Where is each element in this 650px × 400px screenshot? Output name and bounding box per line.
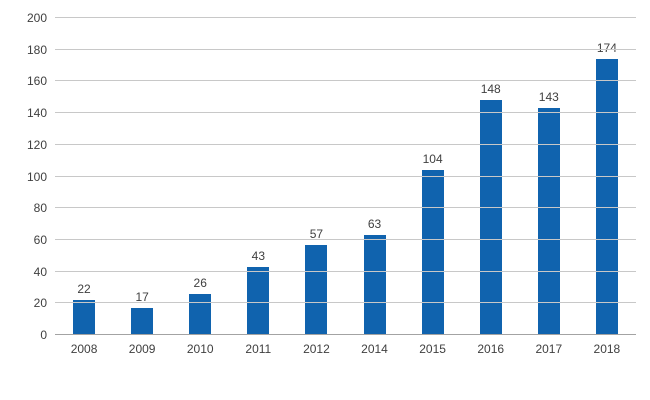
bar-cell: 22 (55, 18, 113, 335)
bars-row: 22 17 26 43 57 63 104 148 143 174 (55, 18, 636, 335)
bar (479, 100, 502, 335)
x-tick-label: 2016 (477, 342, 505, 356)
bar-value-label: 17 (135, 290, 149, 305)
gridline (55, 302, 636, 304)
bar-cell: 57 (287, 18, 345, 335)
x-tick-label: 2014 (361, 342, 388, 356)
y-tick-label: 0 (40, 328, 47, 342)
bar (537, 108, 560, 335)
bar (131, 308, 154, 335)
gridline (55, 17, 636, 18)
gridline (55, 270, 636, 272)
bar-cell: 148 (462, 18, 520, 335)
y-tick-label: 100 (26, 169, 47, 184)
y-tick-label: 200 (26, 11, 47, 25)
y-tick-label: 140 (26, 106, 47, 121)
y-tick-label: 160 (26, 74, 47, 89)
x-tick-label: 2010 (186, 342, 214, 356)
bar (363, 235, 386, 335)
y-tick-label: 180 (26, 42, 47, 57)
gridline (55, 207, 636, 209)
bar-value-label: 43 (251, 248, 265, 263)
x-tick-label: 2017 (535, 342, 563, 356)
gridline (55, 143, 636, 145)
gridline (55, 48, 636, 50)
bar-value-label: 143 (538, 90, 559, 105)
x-axis-labels: 2008 2009 2010 2011 2012 2014 2015 2016 2017 2018 (55, 342, 636, 356)
gridline (55, 112, 636, 114)
bar (305, 244, 328, 335)
bar (421, 170, 444, 335)
bar-cell: 43 (229, 18, 287, 335)
bar (247, 266, 270, 335)
x-axis-line (55, 334, 636, 335)
gridline (55, 175, 636, 177)
bar-value-label: 22 (77, 282, 91, 297)
y-tick-label: 20 (33, 296, 47, 311)
x-tick-label: 2012 (303, 342, 330, 356)
y-axis-labels: 0 20 40 60 80 100 120 140 160 180 200 (0, 11, 47, 342)
y-tick-label: 60 (33, 232, 47, 247)
bar-value-label: 104 (422, 152, 443, 167)
x-tick-label: 2009 (128, 342, 156, 356)
y-tick-label: 80 (33, 201, 47, 216)
bar (595, 59, 618, 335)
bar-value-label: 148 (480, 82, 501, 97)
bar (189, 293, 212, 335)
bar (73, 300, 96, 335)
bar-value-label: 174 (596, 41, 617, 56)
y-tick-label: 40 (33, 264, 47, 279)
bar-value-label: 63 (367, 217, 382, 232)
bar-cell: 143 (520, 18, 578, 335)
bar-cell: 26 (171, 18, 229, 335)
x-tick-label: 2008 (70, 342, 98, 356)
y-tick-label: 120 (26, 137, 47, 152)
plot-area: 22 17 26 43 57 63 104 148 143 174 (55, 17, 636, 335)
x-tick-label: 2011 (245, 342, 272, 356)
bar-value-label: 26 (193, 275, 207, 290)
bar-value-label: 57 (309, 226, 324, 241)
gridline (55, 238, 636, 240)
bar-cell: 17 (113, 18, 171, 335)
x-tick-label: 2015 (419, 342, 446, 356)
bar-cell: 63 (345, 18, 403, 335)
x-tick-label: 2018 (593, 342, 621, 356)
bar-cell: 174 (578, 18, 636, 335)
gridline (55, 80, 636, 82)
bar-cell: 104 (404, 18, 462, 335)
